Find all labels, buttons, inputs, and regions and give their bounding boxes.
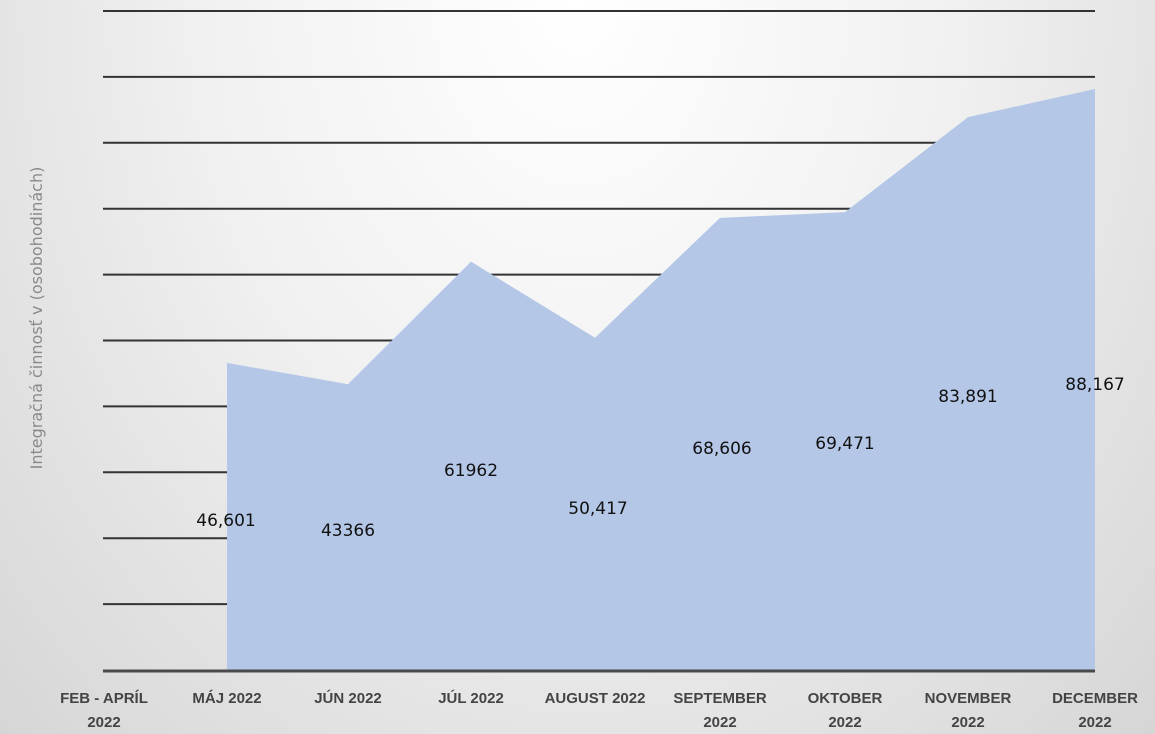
area-series — [227, 88, 1095, 670]
data-label: 68,606 — [692, 439, 751, 459]
x-tick-label: NOVEMBER 2022 — [925, 690, 1012, 731]
x-tick-label: JÚL 2022 — [438, 689, 504, 707]
data-label: 43366 — [321, 521, 375, 541]
x-tick-label: JÚN 2022 — [314, 689, 382, 707]
y-axis-label: Integračná činnosť v (osobohodinách) — [27, 167, 46, 470]
x-tick-label: SEPTEMBER 2022 — [673, 690, 767, 731]
data-label: 83,891 — [938, 387, 997, 407]
x-tick-labels: FEB - APRÍL 2022 MÁJ 2022 JÚN 2022 JÚL 2022 A… — [60, 689, 1138, 731]
data-labels: 46,601 43366 61962 50,417 68,606 69,471 83,891… — [196, 375, 1124, 541]
x-tick-label: AUGUST 2022 — [545, 690, 646, 707]
data-label: 69,471 — [815, 434, 874, 454]
x-tick-label: DECEMBER 2022 — [1052, 690, 1138, 731]
x-tick-label: OKTOBER 2022 — [808, 690, 883, 731]
data-label: 61962 — [444, 461, 498, 481]
x-tick-label: MÁJ 2022 — [192, 690, 261, 707]
x-tick-label: FEB - APRÍL 2022 — [60, 690, 148, 731]
data-label: 50,417 — [568, 499, 627, 519]
data-label: 88,167 — [1065, 375, 1124, 395]
data-label: 46,601 — [196, 511, 255, 531]
